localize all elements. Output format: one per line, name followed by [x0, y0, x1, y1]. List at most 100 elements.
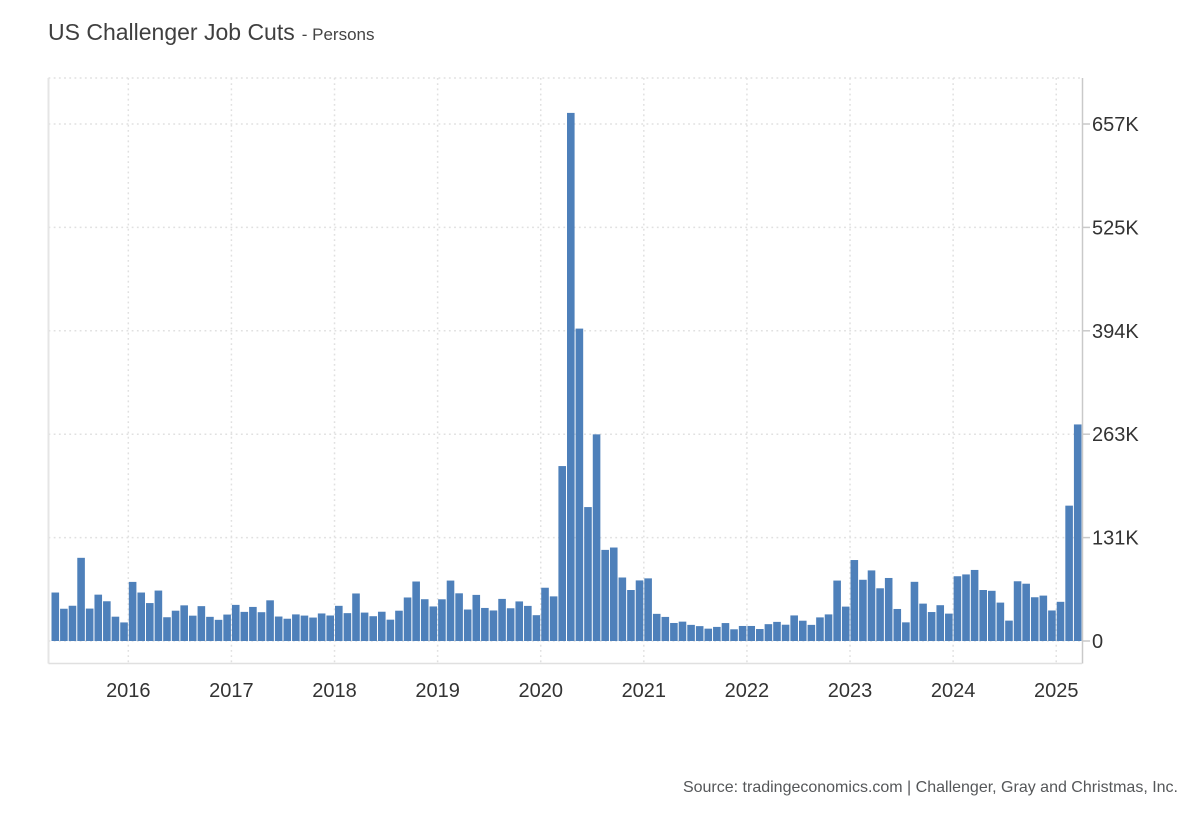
bar-2022-02[interactable]: [756, 629, 764, 641]
bar-2017-07[interactable]: [283, 618, 292, 641]
bar-2022-09[interactable]: [816, 617, 824, 641]
bar-2024-04[interactable]: [979, 590, 987, 641]
bar-2015-04[interactable]: [51, 592, 60, 641]
bar-2023-03[interactable]: [867, 570, 876, 641]
bar-2020-10[interactable]: [618, 577, 627, 642]
bar-2024-10[interactable]: [1030, 597, 1039, 641]
bar-2018-02[interactable]: [343, 613, 352, 641]
bar-2016-01[interactable]: [128, 581, 137, 641]
bar-2025-01[interactable]: [1056, 601, 1065, 641]
bar-2021-11[interactable]: [730, 629, 738, 641]
bar-2019-09[interactable]: [506, 608, 515, 641]
bar-2018-12[interactable]: [429, 606, 438, 641]
bar-2018-09[interactable]: [403, 597, 412, 641]
bar-2019-03[interactable]: [455, 593, 463, 641]
bar-2018-04[interactable]: [360, 612, 369, 641]
bar-2016-03[interactable]: [146, 603, 154, 641]
bar-2017-04[interactable]: [257, 612, 266, 641]
bar-2015-05[interactable]: [60, 608, 68, 641]
bar-2020-12[interactable]: [635, 580, 644, 641]
bar-2023-02[interactable]: [859, 579, 867, 641]
bar-2021-08[interactable]: [704, 628, 713, 641]
bar-2024-03[interactable]: [970, 569, 979, 641]
bar-2016-12[interactable]: [223, 614, 231, 641]
bar-2015-08[interactable]: [85, 608, 94, 641]
bar-2023-06[interactable]: [893, 608, 902, 641]
bar-2023-05[interactable]: [884, 577, 893, 641]
bar-2020-06[interactable]: [584, 507, 592, 641]
bar-2021-10[interactable]: [721, 623, 730, 641]
bar-2022-12[interactable]: [841, 606, 850, 641]
bar-2020-11[interactable]: [627, 590, 635, 641]
bar-2019-07[interactable]: [489, 610, 498, 641]
bar-2020-01[interactable]: [541, 587, 549, 641]
bar-2025-03[interactable]: [1073, 424, 1082, 641]
bar-2017-08[interactable]: [292, 614, 300, 641]
bar-2022-05[interactable]: [781, 624, 790, 641]
bar-2016-09[interactable]: [197, 606, 206, 641]
bar-2015-06[interactable]: [68, 605, 77, 641]
bar-2021-07[interactable]: [695, 626, 704, 641]
bar-2017-11[interactable]: [317, 613, 326, 641]
bar-2016-06[interactable]: [171, 610, 180, 641]
bar-2022-01[interactable]: [747, 625, 756, 641]
bar-2024-07[interactable]: [1005, 620, 1013, 641]
bar-2024-08[interactable]: [1013, 581, 1022, 641]
bar-2021-09[interactable]: [713, 626, 721, 641]
bar-2024-06[interactable]: [996, 602, 1005, 641]
bar-2019-02[interactable]: [446, 580, 455, 641]
bar-2021-01[interactable]: [644, 578, 652, 641]
bar-2022-11[interactable]: [833, 580, 841, 641]
bar-2022-07[interactable]: [798, 620, 807, 641]
bar-2021-06[interactable]: [687, 624, 695, 641]
bar-2015-10[interactable]: [103, 601, 111, 641]
bar-2015-11[interactable]: [111, 616, 120, 641]
bar-2017-03[interactable]: [249, 606, 257, 641]
bar-2016-04[interactable]: [154, 590, 163, 641]
bar-2020-02[interactable]: [549, 596, 558, 641]
bar-2023-10[interactable]: [927, 612, 936, 641]
bar-2018-01[interactable]: [335, 605, 343, 641]
bar-2017-12[interactable]: [326, 615, 335, 642]
bar-2017-02[interactable]: [240, 611, 249, 641]
bar-2018-08[interactable]: [395, 610, 403, 641]
bar-2024-12[interactable]: [1048, 610, 1056, 641]
bar-2019-04[interactable]: [463, 609, 472, 641]
bar-2015-07[interactable]: [77, 557, 85, 641]
bar-2016-10[interactable]: [206, 616, 214, 641]
bar-2023-11[interactable]: [936, 605, 945, 641]
bar-2020-09[interactable]: [609, 547, 618, 641]
bar-2020-03[interactable]: [558, 466, 566, 641]
bar-2016-07[interactable]: [180, 605, 188, 641]
bar-2021-04[interactable]: [670, 622, 678, 641]
bar-2022-06[interactable]: [790, 615, 798, 641]
bar-2023-12[interactable]: [945, 613, 953, 641]
bar-2019-11[interactable]: [524, 605, 532, 641]
bar-2023-08[interactable]: [910, 581, 919, 641]
bar-2018-06[interactable]: [377, 611, 386, 641]
bar-2019-08[interactable]: [498, 598, 506, 641]
bar-2020-07[interactable]: [592, 434, 601, 641]
bar-2022-08[interactable]: [807, 624, 816, 641]
bar-2023-09[interactable]: [919, 603, 927, 641]
bar-2015-12[interactable]: [120, 622, 128, 641]
bar-2017-06[interactable]: [274, 616, 283, 641]
bar-2021-03[interactable]: [661, 616, 670, 641]
bar-2017-01[interactable]: [231, 604, 240, 641]
bar-2021-12[interactable]: [738, 625, 747, 641]
bar-2019-05[interactable]: [472, 594, 481, 641]
bar-2022-04[interactable]: [773, 621, 781, 641]
bar-2024-01[interactable]: [953, 576, 962, 641]
bar-2020-05[interactable]: [575, 328, 584, 641]
bar-2023-04[interactable]: [876, 588, 884, 641]
bar-2016-11[interactable]: [214, 619, 223, 641]
bar-2020-04[interactable]: [567, 112, 575, 641]
bar-2017-09[interactable]: [300, 615, 309, 641]
bar-2022-10[interactable]: [824, 614, 833, 641]
bar-2019-06[interactable]: [481, 607, 489, 641]
bar-2016-08[interactable]: [188, 615, 197, 641]
bar-2018-11[interactable]: [420, 599, 429, 641]
bar-2017-10[interactable]: [309, 617, 317, 641]
bar-2018-10[interactable]: [412, 581, 420, 641]
bar-2017-05[interactable]: [266, 600, 274, 641]
